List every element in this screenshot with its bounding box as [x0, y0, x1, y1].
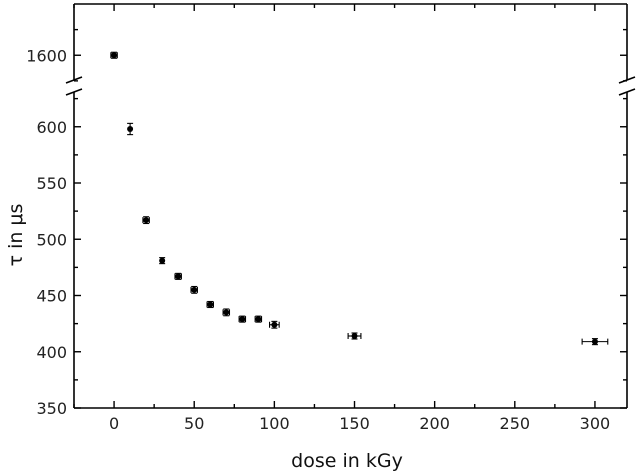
data-point: [254, 315, 263, 323]
x-tick-label: 150: [339, 414, 370, 433]
data-point: [269, 320, 280, 329]
data-point: [110, 51, 118, 59]
data-marker: [351, 333, 358, 339]
data-marker: [175, 273, 182, 280]
axis-break-mark: [65, 76, 83, 84]
y-axis-label: τ in μs: [5, 204, 27, 267]
y-tick-label: 450: [36, 287, 67, 306]
x-axis-label: dose in kGy: [291, 450, 403, 472]
data-marker: [591, 338, 598, 345]
y-tick-label: 350: [36, 399, 67, 418]
x-tick-label: 50: [184, 414, 204, 433]
y-tick-label: 400: [36, 343, 67, 362]
data-point: [159, 257, 166, 265]
data-marker: [271, 321, 278, 328]
data-point: [581, 338, 609, 346]
x-tick-label: 300: [580, 414, 611, 433]
axis-break-mark: [618, 76, 636, 84]
axis-break-mark: [65, 88, 83, 96]
data-point: [190, 285, 198, 294]
x-tick-label: 200: [419, 414, 450, 433]
data-marker: [111, 52, 118, 59]
x-tick-label: 100: [259, 414, 290, 433]
data-point: [222, 308, 231, 317]
tick-labels: 0 50 100 150 200 250 300 350 400 450 500 550 600 1600: [26, 46, 610, 433]
data-marker: [239, 316, 246, 323]
axis-break-mark: [618, 88, 636, 96]
data-marker: [159, 257, 166, 264]
data-marker: [223, 309, 230, 316]
data-point: [142, 216, 150, 225]
data-point: [206, 300, 215, 309]
data-marker: [143, 217, 150, 224]
data-point: [174, 272, 182, 280]
data-point: [347, 332, 362, 340]
data-marker: [207, 301, 214, 308]
y-tick-label: 500: [36, 230, 67, 249]
x-tick-label: 250: [500, 414, 531, 433]
axis-ticks: [73, 4, 627, 409]
y-tick-label: 550: [36, 174, 67, 193]
data-marker: [191, 286, 198, 293]
x-tick-label: 0: [109, 414, 119, 433]
data-points: [110, 51, 609, 346]
y-tick-label: 600: [36, 118, 67, 137]
data-point: [127, 122, 134, 136]
y-tick-label: 1600: [26, 46, 67, 65]
data-marker: [255, 316, 262, 323]
plot-frame: [65, 3, 636, 409]
data-marker: [127, 126, 134, 132]
data-point: [238, 315, 247, 323]
